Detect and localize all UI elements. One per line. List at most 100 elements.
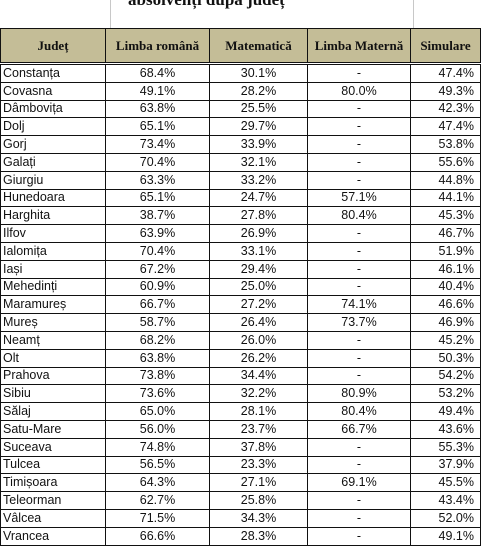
- county-cell: Ilfov: [0, 224, 106, 243]
- mother-tongue-cell: -: [307, 366, 411, 386]
- county-cell: Sălaj: [0, 402, 106, 421]
- math-cell: 34.3%: [209, 508, 308, 528]
- county-cell: Suceava: [0, 437, 106, 457]
- county-cell: Hunedoara: [0, 188, 106, 208]
- mother-tongue-cell: 74.1%: [307, 295, 411, 315]
- table-row: Sibiu 73.6% 32.2% 80.9% 53.2%: [0, 384, 481, 404]
- mother-tongue-cell: -: [307, 277, 411, 297]
- math-cell: 30.1%: [209, 63, 308, 83]
- math-cell: 34.4%: [209, 366, 308, 386]
- math-cell: 28.1%: [209, 402, 308, 421]
- table-row: Suceava 74.8% 37.8% -55.3%: [0, 437, 481, 457]
- table-row: Hunedoara 65.1% 24.7% 57.1% 44.1%: [0, 188, 481, 208]
- simulation-cell: 45.3%: [410, 206, 481, 226]
- simulation-cell: 49.3%: [410, 81, 481, 101]
- county-cell: Neamț: [0, 330, 106, 350]
- romanian-cell: 56.0%: [105, 419, 210, 439]
- simulation-cell: 40.4%: [410, 277, 481, 297]
- mother-tongue-cell: -: [307, 241, 411, 261]
- header-math: Matematică: [209, 28, 308, 65]
- math-cell: 29.7%: [209, 117, 308, 137]
- county-cell: Galați: [0, 152, 106, 172]
- table-row: Prahova 73.8% 34.4% -54.2%: [0, 366, 481, 386]
- county-cell: Ialomița: [0, 241, 106, 261]
- simulation-cell: 44.1%: [410, 188, 481, 208]
- table-row: Galați 70.4% 32.1% -55.6%: [0, 152, 481, 172]
- math-cell: 26.4%: [209, 313, 308, 332]
- math-cell: 33.9%: [209, 135, 308, 154]
- simulation-cell: 46.6%: [410, 295, 481, 315]
- mother-tongue-cell: -: [307, 99, 411, 119]
- simulation-cell: 55.6%: [410, 152, 481, 172]
- sheet-title: absolvenți după județ: [128, 0, 285, 10]
- table-row: Harghita 38.7% 27.8% 80.4% 45.3%: [0, 206, 481, 226]
- romanian-cell: 68.4%: [105, 63, 210, 83]
- mother-tongue-cell: -: [307, 455, 411, 475]
- mother-tongue-cell: -: [307, 224, 411, 243]
- table-row: Tulcea 56.5% 23.3% -37.9%: [0, 455, 481, 475]
- county-cell: Satu-Mare: [0, 419, 106, 439]
- math-cell: 28.2%: [209, 81, 308, 101]
- romanian-cell: 73.6%: [105, 384, 210, 404]
- county-cell: Dâmbovița: [0, 99, 106, 119]
- simulation-cell: 51.9%: [410, 241, 481, 261]
- mother-tongue-cell: 80.0%: [307, 81, 411, 101]
- county-cell: Vrancea: [0, 526, 106, 546]
- results-table: Județ Limba română Matematică Limba Mate…: [0, 28, 481, 546]
- simulation-cell: 37.9%: [410, 455, 481, 475]
- mother-tongue-cell: -: [307, 117, 411, 137]
- romanian-cell: 63.9%: [105, 224, 210, 243]
- table-row: Neamț 68.2% 26.0% -45.2%: [0, 330, 481, 350]
- romanian-cell: 74.8%: [105, 437, 210, 457]
- simulation-cell: 54.2%: [410, 366, 481, 386]
- county-cell: Olt: [0, 348, 106, 368]
- simulation-cell: 42.3%: [410, 99, 481, 119]
- mother-tongue-cell: -: [307, 348, 411, 368]
- math-cell: 26.0%: [209, 330, 308, 350]
- county-cell: Covasna: [0, 81, 106, 101]
- math-cell: 33.2%: [209, 170, 308, 190]
- county-cell: Gorj: [0, 135, 106, 154]
- mother-tongue-cell: -: [307, 526, 411, 546]
- county-cell: Giurgiu: [0, 170, 106, 190]
- romanian-cell: 73.4%: [105, 135, 210, 154]
- simulation-cell: 46.7%: [410, 224, 481, 243]
- romanian-cell: 62.7%: [105, 491, 210, 510]
- mother-tongue-cell: 66.7%: [307, 419, 411, 439]
- mother-tongue-cell: 80.4%: [307, 206, 411, 226]
- romanian-cell: 63.8%: [105, 348, 210, 368]
- simulation-cell: 47.4%: [410, 63, 481, 83]
- simulation-cell: 55.3%: [410, 437, 481, 457]
- simulation-cell: 45.5%: [410, 473, 481, 493]
- table-row: Timișoara 64.3% 27.1% 69.1% 45.5%: [0, 473, 481, 493]
- romanian-cell: 65.0%: [105, 402, 210, 421]
- mother-tongue-cell: -: [307, 437, 411, 457]
- romanian-cell: 56.5%: [105, 455, 210, 475]
- county-cell: Mehedinți: [0, 277, 106, 297]
- table-body: Constanța 68.4% 30.1% -47.4% Covasna 49.1% 28.…: [0, 63, 481, 546]
- romanian-cell: 65.1%: [105, 117, 210, 137]
- mother-tongue-cell: 57.1%: [307, 188, 411, 208]
- romanian-cell: 70.4%: [105, 241, 210, 261]
- simulation-cell: 43.6%: [410, 419, 481, 439]
- header-row: Județ Limba română Matematică Limba Mate…: [0, 28, 481, 65]
- romanian-cell: 49.1%: [105, 81, 210, 101]
- table-row: Giurgiu 63.3% 33.2% -44.8%: [0, 170, 481, 190]
- romanian-cell: 38.7%: [105, 206, 210, 226]
- romanian-cell: 70.4%: [105, 152, 210, 172]
- county-cell: Maramureș: [0, 295, 106, 315]
- romanian-cell: 58.7%: [105, 313, 210, 332]
- romanian-cell: 67.2%: [105, 259, 210, 279]
- header-county: Județ: [0, 28, 106, 65]
- column-gridline: [413, 0, 414, 28]
- county-cell: Prahova: [0, 366, 106, 386]
- county-cell: Vâlcea: [0, 508, 106, 528]
- math-cell: 25.8%: [209, 491, 308, 510]
- romanian-cell: 71.5%: [105, 508, 210, 528]
- table-row: Ialomița 70.4% 33.1% -51.9%: [0, 241, 481, 261]
- county-cell: Teleorman: [0, 491, 106, 510]
- mother-tongue-cell: -: [307, 135, 411, 154]
- math-cell: 23.3%: [209, 455, 308, 475]
- table-row: Sălaj 65.0% 28.1% 80.4% 49.4%: [0, 402, 481, 421]
